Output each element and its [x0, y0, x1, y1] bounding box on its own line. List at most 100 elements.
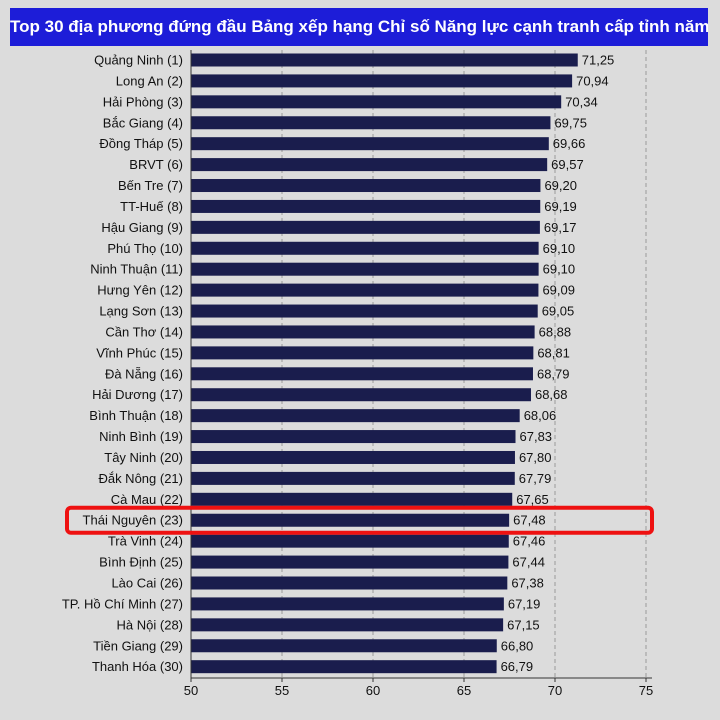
- category-label: Long An (2): [116, 73, 183, 88]
- x-tick-label: 75: [639, 683, 653, 698]
- bar: [191, 618, 504, 632]
- category-label: Bến Tre (7): [118, 178, 183, 193]
- category-label: Cần Thơ (14): [105, 324, 183, 339]
- labels: Quảng Ninh (1) 71,25 Long An (2) 70,94 Hải P…: [62, 53, 614, 675]
- bar: [191, 597, 504, 611]
- bar: [191, 409, 520, 423]
- bar: [191, 325, 535, 339]
- category-label: BRVT (6): [129, 157, 183, 172]
- x-axis: 50 55 60 65 70 75: [184, 50, 653, 698]
- value-label: 69,09: [542, 283, 575, 298]
- value-label: 70,94: [576, 73, 609, 88]
- value-label: 68,79: [537, 366, 570, 381]
- chart-title: Top 30 địa phương đứng đầu Bảng xếp hạng…: [10, 8, 708, 46]
- bar: [191, 471, 515, 485]
- x-tick-label: 70: [548, 683, 562, 698]
- value-label: 69,20: [544, 178, 577, 193]
- value-label: 67,65: [516, 492, 549, 507]
- value-label: 70,34: [565, 94, 598, 109]
- bar: [191, 179, 541, 193]
- value-label: 68,88: [539, 324, 572, 339]
- value-label: 67,19: [508, 596, 541, 611]
- category-label: Bình Định (25): [99, 555, 183, 570]
- category-label: TT-Huế (8): [120, 199, 183, 214]
- category-label: Hưng Yên (12): [97, 283, 183, 298]
- value-label: 68,81: [537, 345, 570, 360]
- category-label: Lạng Sơn (13): [99, 304, 183, 319]
- value-label: 69,10: [543, 262, 576, 277]
- highlight-box: [65, 505, 654, 535]
- value-label: 67,15: [507, 617, 540, 632]
- category-label: Trà Vinh (24): [108, 534, 183, 549]
- value-label: 68,06: [524, 408, 557, 423]
- bar: [191, 660, 497, 674]
- value-label: 67,79: [519, 471, 552, 486]
- value-label: 66,79: [501, 659, 534, 674]
- x-tick-label: 55: [275, 683, 289, 698]
- bar: [191, 639, 497, 653]
- category-label: Tây Ninh (20): [104, 450, 183, 465]
- bar: [191, 388, 531, 402]
- value-label: 67,46: [513, 534, 546, 549]
- bar: [191, 262, 539, 276]
- highlight-layer: [65, 505, 654, 535]
- bar: [191, 367, 533, 381]
- category-label: Thanh Hóa (30): [92, 659, 183, 674]
- value-label: 69,75: [554, 115, 587, 130]
- value-label: 69,10: [543, 241, 576, 256]
- category-label: Đồng Tháp (5): [99, 136, 183, 151]
- value-label: 71,25: [582, 53, 615, 68]
- bars: [191, 53, 578, 674]
- x-tick-label: 50: [184, 683, 198, 698]
- value-label: 69,66: [553, 136, 586, 151]
- bar: [191, 346, 534, 360]
- x-tick-label: 60: [366, 683, 380, 698]
- bar: [191, 283, 539, 297]
- value-label: 68,68: [535, 387, 568, 402]
- category-label: Ninh Thuận (11): [90, 262, 183, 277]
- bar: [191, 534, 509, 548]
- category-label: Bắc Giang (4): [103, 115, 183, 130]
- bar: [191, 137, 549, 151]
- x-tick-label: 65: [457, 683, 471, 698]
- category-label: Phú Thọ (10): [107, 241, 183, 256]
- category-label: Hậu Giang (9): [101, 220, 183, 235]
- bar: [191, 53, 578, 67]
- value-label: 69,19: [544, 199, 577, 214]
- category-label: TP. Hồ Chí Minh (27): [62, 596, 183, 611]
- category-label: Thái Nguyên (23): [83, 513, 183, 528]
- value-label: 67,80: [519, 450, 552, 465]
- category-label: Vĩnh Phúc (15): [96, 345, 183, 360]
- category-label: Đà Nẵng (16): [105, 366, 183, 381]
- value-label: 67,48: [513, 513, 546, 528]
- bar: [191, 450, 515, 464]
- bar: [191, 576, 508, 590]
- value-label: 66,80: [501, 638, 534, 653]
- bar: [191, 74, 573, 88]
- category-label: Quảng Ninh (1): [94, 53, 183, 68]
- category-label: Đắk Nông (21): [98, 471, 183, 486]
- category-label: Hải Phòng (3): [103, 94, 183, 109]
- category-label: Bình Thuận (18): [89, 408, 183, 423]
- bar: [191, 199, 541, 213]
- value-label: 69,57: [551, 157, 584, 172]
- category-label: Tiền Giang (29): [93, 638, 183, 653]
- value-label: 67,44: [512, 555, 545, 570]
- bar: [191, 492, 513, 506]
- bar: [191, 158, 548, 172]
- bar: [191, 430, 516, 444]
- bar: [191, 513, 510, 527]
- bar: [191, 95, 562, 109]
- bar: [191, 241, 539, 255]
- category-label: Ninh Bình (19): [99, 429, 183, 444]
- value-label: 69,17: [544, 220, 577, 235]
- value-label: 69,05: [542, 304, 575, 319]
- bar: [191, 555, 509, 569]
- bar: [191, 116, 551, 130]
- bar: [191, 304, 538, 318]
- value-label: 67,83: [520, 429, 553, 444]
- category-label: Hà Nội (28): [117, 617, 183, 632]
- category-label: Lào Cai (26): [111, 576, 183, 591]
- category-label: Cà Mau (22): [111, 492, 183, 507]
